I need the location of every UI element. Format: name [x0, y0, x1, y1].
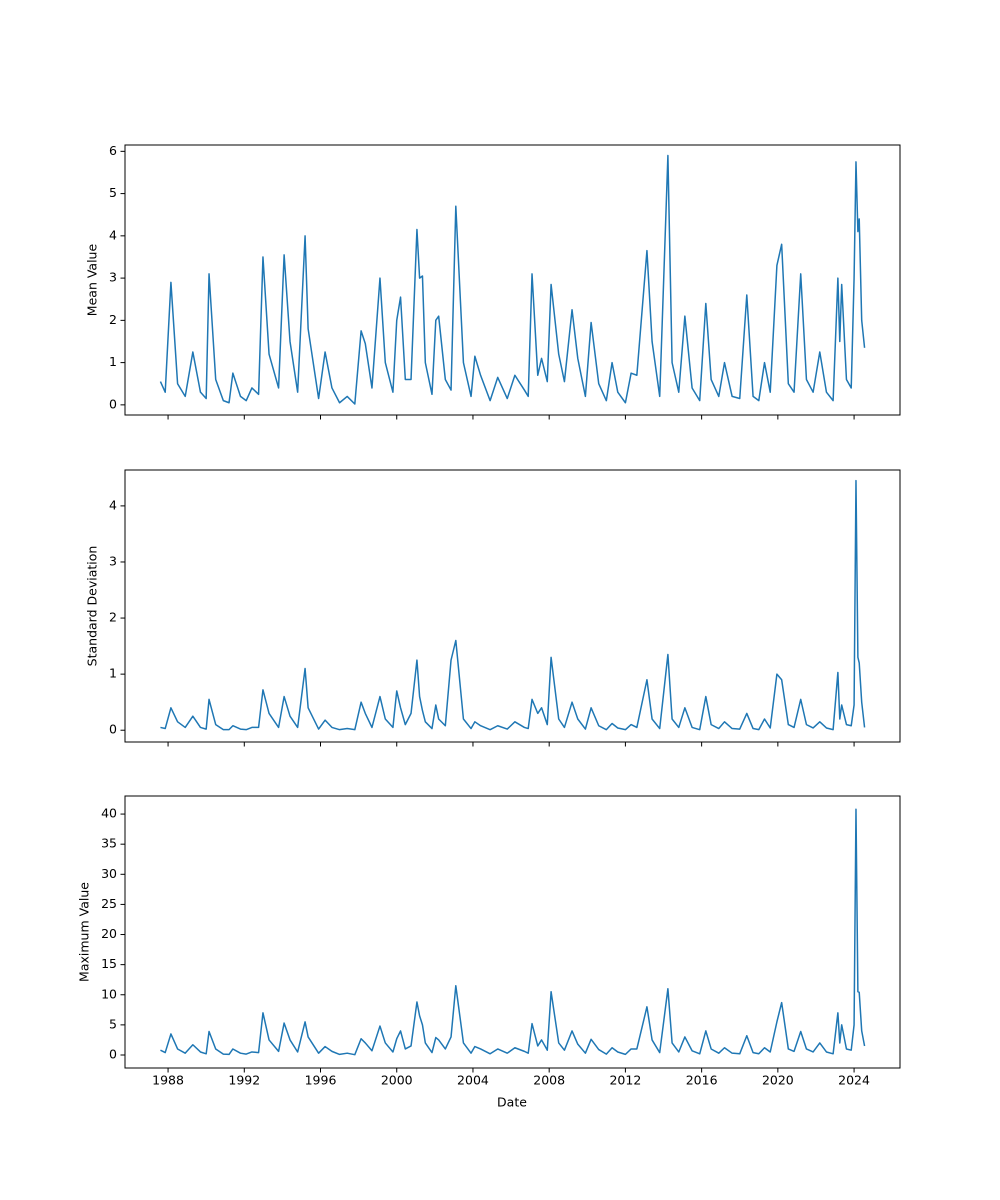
x-tick-label: 2020 [762, 1073, 794, 1088]
data-line [159, 154, 866, 405]
y-tick-label: 35 [101, 836, 117, 851]
x-axis-label: Date [497, 1095, 527, 1110]
y-tick-label: 3 [109, 270, 117, 285]
x-tick-label: 2016 [686, 1073, 718, 1088]
x-tick-label: 2024 [838, 1073, 870, 1088]
y-tick-label: 1 [109, 666, 117, 681]
plot-frame [124, 469, 901, 743]
y-tick-label: 0 [109, 1046, 117, 1061]
x-tick-label: 2012 [609, 1073, 641, 1088]
y-tick-label: 40 [101, 806, 117, 821]
plot-frame [124, 144, 901, 416]
x-tick-label: 1996 [305, 1073, 337, 1088]
y-axis-label: Mean Value [85, 244, 100, 317]
data-line [160, 808, 866, 1056]
y-axis-label: Maximum Value [77, 882, 92, 982]
y-tick-label: 30 [101, 866, 117, 881]
x-tick-label: 2000 [381, 1073, 413, 1088]
y-tick-label: 15 [101, 956, 117, 971]
x-tick-label: 1988 [152, 1073, 184, 1088]
x-tick-label: 1992 [228, 1073, 260, 1088]
y-tick-label: 1 [109, 354, 117, 369]
y-axis-label: Standard Deviation [85, 546, 100, 667]
data-line [160, 479, 866, 731]
y-tick-label: 0 [109, 722, 117, 737]
y-tick-label: 20 [101, 926, 117, 941]
y-tick-label: 10 [101, 986, 117, 1001]
y-tick-label: 2 [109, 610, 117, 625]
y-tick-label: 5 [109, 185, 117, 200]
y-tick-label: 0 [109, 396, 117, 411]
y-tick-label: 2 [109, 312, 117, 327]
plot-frame [124, 795, 901, 1069]
y-tick-label: 25 [101, 896, 117, 911]
x-tick-label: 2008 [533, 1073, 565, 1088]
y-tick-label: 6 [109, 143, 117, 158]
y-tick-label: 5 [109, 1016, 117, 1031]
x-tick-label: 2004 [457, 1073, 489, 1088]
y-tick-label: 4 [109, 227, 117, 242]
y-tick-label: 3 [109, 553, 117, 568]
y-tick-label: 4 [109, 497, 117, 512]
